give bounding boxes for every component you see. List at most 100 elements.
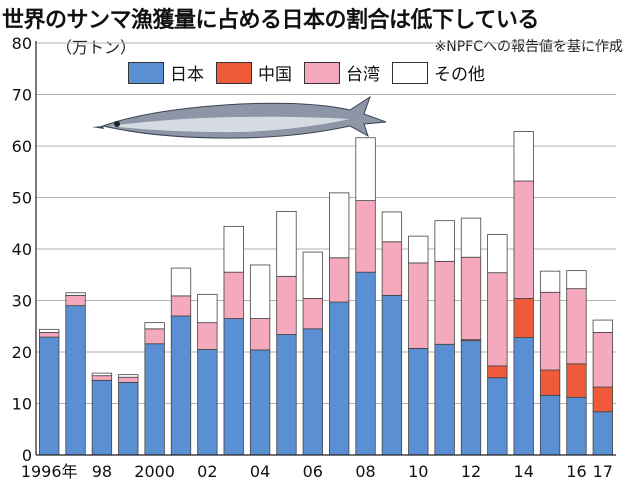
- bar-japan-2007: [329, 301, 350, 456]
- bar-other-2016: [566, 270, 587, 290]
- bar-japan-2006: [302, 328, 323, 456]
- bar-other-2005: [276, 211, 297, 277]
- bar-china-2013: [487, 365, 508, 379]
- bar-japan-2010: [408, 347, 429, 456]
- legend-swatch-other: [392, 61, 428, 84]
- x-tick-label: 16: [566, 462, 586, 481]
- bar-other-1999: [118, 374, 139, 378]
- x-tick-label: 2000: [134, 462, 175, 481]
- bar-other-2014: [513, 131, 534, 182]
- bar-japan-2004: [249, 349, 271, 456]
- bar-japan-2016: [566, 396, 587, 456]
- legend: 日本 中国 台湾 その他: [128, 60, 485, 85]
- x-tick-label: 02: [197, 462, 217, 481]
- legend-swatch-japan: [128, 61, 164, 84]
- bar-other-1996: [39, 328, 60, 333]
- bar-japan-2009: [381, 294, 403, 456]
- chart-title: 世界のサンマ漁獲量に占める日本の割合は低下している: [2, 8, 539, 33]
- bar-taiwan-2009: [381, 241, 403, 296]
- y-tick-label: 70: [12, 86, 32, 105]
- bar-japan-2000: [144, 343, 165, 456]
- bar-japan-2013: [487, 377, 508, 456]
- bar-japan-2005: [276, 334, 297, 456]
- bar-japan-2001: [170, 315, 192, 456]
- legend-label-japan: 日本: [170, 65, 204, 85]
- x-tick-label: 04: [250, 462, 270, 481]
- bar-other-1998: [91, 372, 113, 377]
- legend-item-other: その他: [392, 60, 485, 85]
- bar-china-2015: [539, 369, 561, 396]
- bar-taiwan-2003: [223, 271, 244, 319]
- bar-taiwan-1996: [39, 332, 60, 338]
- bar-taiwan-2010: [408, 262, 429, 349]
- bar-china-2016: [566, 363, 587, 398]
- bar-japan-2002: [197, 349, 218, 456]
- bar-japan-1998: [91, 379, 113, 456]
- y-tick-label: 10: [12, 395, 32, 414]
- bar-japan-2017: [592, 411, 613, 456]
- bar-other-1997: [65, 292, 86, 296]
- bar-taiwan-1999: [118, 376, 139, 383]
- bar-other-2010: [408, 235, 429, 264]
- bar-other-2002: [197, 293, 218, 324]
- bar-taiwan-2013: [487, 272, 508, 367]
- bar-taiwan-1998: [91, 375, 113, 381]
- legend-item-taiwan: 台湾: [304, 60, 380, 85]
- bar-taiwan-2014: [513, 180, 534, 299]
- y-tick-label: 60: [12, 137, 32, 156]
- y-tick-label: 0: [22, 446, 32, 465]
- bar-taiwan-2007: [329, 257, 350, 303]
- bar-taiwan-2004: [249, 318, 271, 351]
- bar-other-2003: [223, 225, 244, 273]
- legend-label-taiwan: 台湾: [346, 65, 380, 85]
- bar-other-2001: [170, 267, 192, 297]
- x-tick-label: 17: [593, 462, 613, 481]
- y-tick-label: 40: [12, 240, 32, 259]
- legend-item-china: 中国: [216, 60, 292, 85]
- bar-taiwan-2001: [170, 295, 192, 317]
- bar-taiwan-1997: [65, 294, 86, 307]
- x-tick-label: 14: [514, 462, 534, 481]
- bar-taiwan-2002: [197, 322, 218, 350]
- y-tick-label: 30: [12, 292, 32, 311]
- saury-illustration: [92, 95, 387, 139]
- legend-item-japan: 日本: [128, 60, 204, 85]
- x-tick-label: 1996年: [21, 462, 78, 481]
- bar-taiwan-2017: [592, 332, 613, 388]
- bar-other-2006: [302, 251, 323, 299]
- bar-other-2009: [381, 211, 403, 243]
- bar-japan-2008: [355, 271, 376, 456]
- bar-other-2008: [355, 137, 376, 201]
- bar-other-2004: [249, 264, 271, 319]
- y-tick-label: 50: [12, 189, 32, 208]
- x-tick-label: 98: [92, 462, 112, 481]
- bars: [39, 131, 613, 456]
- bar-japan-2011: [434, 343, 455, 456]
- bar-taiwan-2006: [302, 298, 323, 330]
- bar-china-2017: [592, 386, 613, 413]
- x-tick-label: 10: [408, 462, 428, 481]
- bar-japan-1997: [65, 305, 86, 456]
- x-tick-label: 06: [303, 462, 323, 481]
- y-tick-label: 20: [12, 343, 32, 362]
- bar-other-2017: [592, 319, 613, 333]
- x-tick-label: 12: [461, 462, 481, 481]
- bar-other-2007: [329, 192, 350, 259]
- bar-taiwan-2000: [144, 328, 165, 345]
- bar-taiwan-2016: [566, 288, 587, 365]
- bar-japan-2015: [539, 394, 561, 456]
- legend-swatch-taiwan: [304, 61, 340, 84]
- bar-japan-1996: [39, 336, 60, 456]
- bar-other-2011: [434, 220, 455, 262]
- bar-japan-1999: [118, 381, 139, 456]
- bar-taiwan-2005: [276, 275, 297, 335]
- bar-taiwan-2008: [355, 200, 376, 273]
- bar-other-2015: [539, 270, 561, 293]
- bar-taiwan-2012: [460, 256, 482, 341]
- y-tick-label: 80: [12, 34, 32, 53]
- bar-other-2012: [460, 217, 482, 258]
- bar-taiwan-2011: [434, 260, 455, 345]
- bar-taiwan-2015: [539, 291, 561, 371]
